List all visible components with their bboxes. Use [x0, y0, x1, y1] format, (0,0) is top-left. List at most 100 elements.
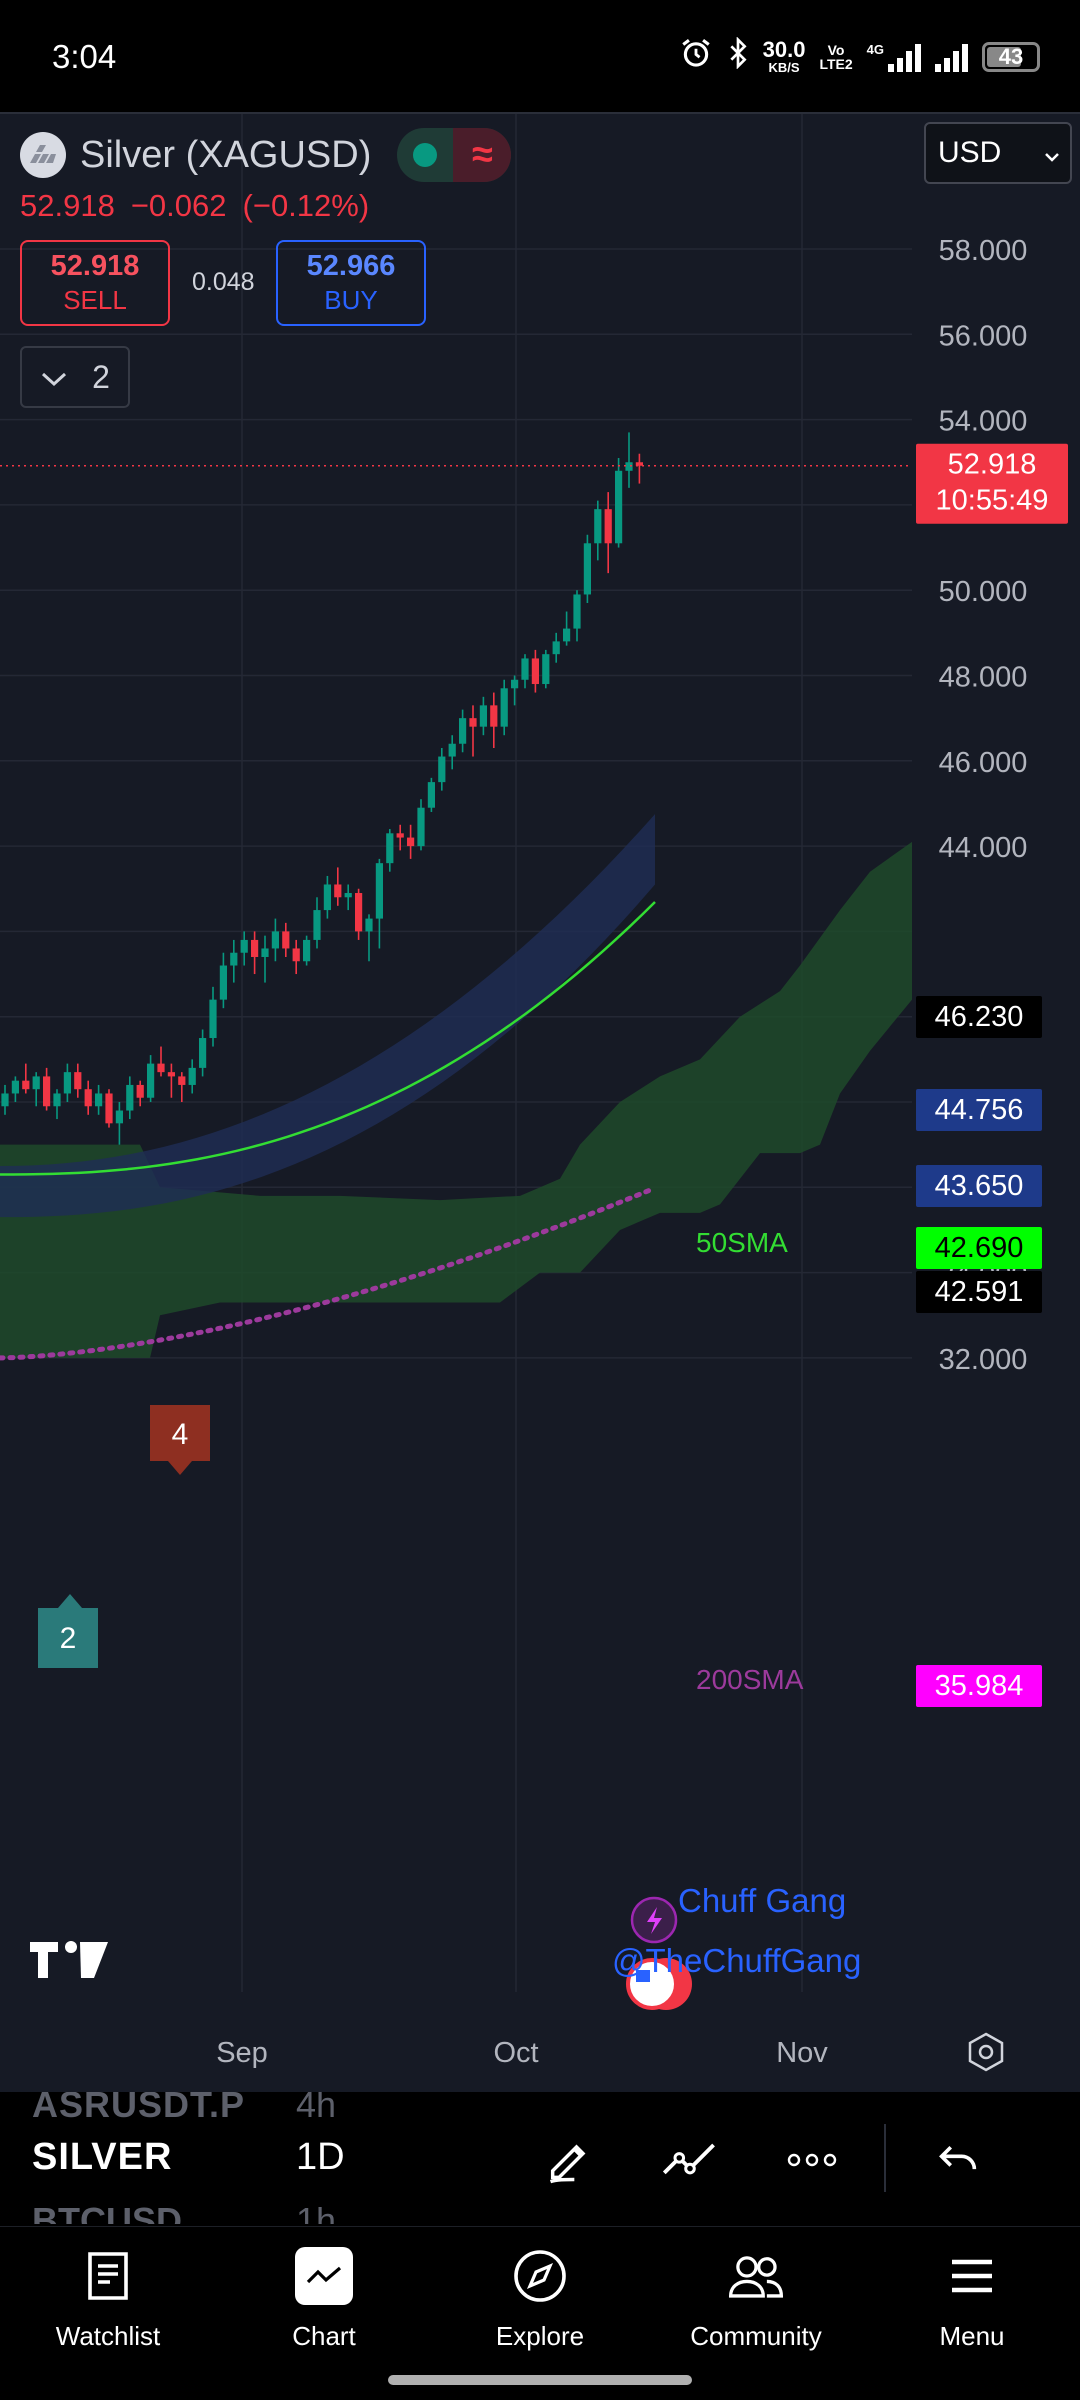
- price-axis-tick: 58.000: [939, 235, 1028, 267]
- sma200-label: 200SMA: [696, 1664, 804, 1695]
- current-symbol[interactable]: SILVER: [32, 2136, 173, 2178]
- candle-body: [563, 628, 571, 642]
- status-icons: 30.0 KB/S Vo LTE2 4G 43: [679, 36, 1040, 77]
- settings-icon: [968, 2032, 1004, 2072]
- network-speed: 30.0 KB/S: [762, 37, 806, 75]
- candle-body: [230, 952, 238, 966]
- candle-body: [490, 705, 498, 727]
- nav-chart[interactable]: Chart: [224, 2247, 424, 2352]
- currency-select[interactable]: USD: [924, 122, 1072, 184]
- divider: [0, 112, 1080, 114]
- candle-body: [261, 948, 269, 957]
- signal-marker-sell-text: 4: [172, 1418, 189, 1451]
- candle-body: [22, 1080, 30, 1090]
- candle-body: [84, 1089, 92, 1107]
- candle-body: [438, 756, 446, 783]
- price-chart[interactable]: 58.00056.00054.00052.00050.00048.00046.0…: [0, 112, 1080, 2092]
- trendline-icon[interactable]: [658, 2128, 722, 2192]
- nav-explore[interactable]: Explore: [440, 2247, 640, 2352]
- candle-body: [344, 893, 352, 898]
- candle-body: [251, 939, 259, 957]
- more-icon[interactable]: [780, 2128, 844, 2192]
- prev-interval[interactable]: 4h: [296, 2092, 337, 2125]
- nav-label: Explore: [495, 2321, 585, 2351]
- indicators-toggle-button[interactable]: 2: [20, 346, 130, 408]
- candle-body: [1, 1093, 9, 1107]
- signal-marker-buy-text: 2: [60, 1622, 77, 1655]
- candle-body: [407, 837, 415, 847]
- chevron-down-icon: [1044, 136, 1060, 170]
- candle-body: [334, 884, 342, 898]
- watchlist-icon: [79, 2247, 137, 2305]
- candle-body: [282, 931, 290, 949]
- candle-body: [303, 939, 311, 962]
- candle-body: [552, 641, 560, 655]
- symbol-toolbar: ASRUSDT.P 4h SILVER 1D BTCUSD 1h: [0, 2092, 1080, 2224]
- candle-body: [355, 893, 363, 932]
- bluetooth-icon: [727, 36, 749, 76]
- candle-body: [11, 1080, 19, 1094]
- candle-body: [136, 1084, 144, 1098]
- market-open-dot: [413, 143, 438, 167]
- candle-body: [313, 910, 321, 940]
- price-summary: 52.918 −0.062 (−0.12%): [20, 188, 385, 224]
- next-interval[interactable]: 1h: [296, 2200, 337, 2224]
- candle-body: [95, 1093, 103, 1107]
- sma50-label: 50SMA: [696, 1227, 788, 1258]
- symbol-header[interactable]: Silver (XAGUSD) ≈: [20, 128, 512, 182]
- candle-body: [604, 509, 612, 544]
- price-label-text: 44.756: [935, 1094, 1024, 1126]
- price-label-text: 43.650: [935, 1170, 1024, 1202]
- candle-body: [375, 863, 383, 919]
- candle-body: [511, 679, 519, 689]
- buy-button[interactable]: 52.966 BUY: [276, 240, 426, 326]
- price-label: [916, 1227, 1042, 1269]
- tradingview-logo-icon: [28, 1938, 110, 1987]
- pencil-icon[interactable]: [538, 2128, 602, 2192]
- chart-icon: [295, 2247, 353, 2305]
- compass-icon: [511, 2247, 569, 2305]
- price-label-text: 42.591: [935, 1276, 1024, 1308]
- price-label-text: 52.918: [948, 449, 1037, 481]
- prev-symbol[interactable]: ASRUSDT.P: [32, 2092, 246, 2125]
- candle-body: [167, 1072, 175, 1077]
- undo-icon[interactable]: [926, 2128, 990, 2192]
- next-symbol[interactable]: BTCUSD: [32, 2200, 182, 2224]
- status-time: 3:04: [52, 38, 117, 75]
- candle-body: [635, 462, 643, 466]
- price-label: [916, 443, 1068, 524]
- nav-menu[interactable]: Menu: [872, 2247, 1072, 2352]
- nav-label: Chart: [292, 2321, 356, 2351]
- sell-button[interactable]: 52.918 SELL: [20, 240, 170, 326]
- buy-price: 52.966: [306, 250, 396, 282]
- candle-body: [531, 658, 539, 685]
- price-label-text: 42.690: [935, 1232, 1024, 1264]
- market-status-pill[interactable]: ≈: [397, 128, 512, 182]
- candle-body: [365, 918, 373, 932]
- nav-community[interactable]: Community: [656, 2247, 856, 2352]
- price-change: −0.062: [130, 188, 227, 223]
- candle-body: [625, 462, 633, 471]
- last-price: 52.918: [20, 188, 115, 223]
- countdown-text: 10:55:49: [936, 485, 1049, 517]
- price-label: [916, 1665, 1042, 1707]
- price-axis-tick: 32.000: [939, 1344, 1028, 1376]
- home-indicator[interactable]: [388, 2375, 692, 2385]
- price-change-pct: (−0.12%): [242, 188, 370, 223]
- status-bar: 3:04 30.0 KB/S Vo LTE2 4G 43: [0, 0, 1080, 112]
- current-interval[interactable]: 1D: [296, 2136, 345, 2178]
- sell-label: SELL: [63, 285, 127, 315]
- symbol-name[interactable]: Silver (XAGUSD): [80, 133, 372, 176]
- nav-watchlist[interactable]: Watchlist: [8, 2247, 208, 2352]
- price-label: [916, 1165, 1042, 1207]
- candle-body: [323, 884, 331, 911]
- candle-body: [615, 470, 623, 544]
- chevron-down-icon: [40, 359, 68, 396]
- price-axis-tick: 54.000: [939, 406, 1028, 438]
- signal-icon: 4G: [867, 42, 921, 72]
- chart-area[interactable]: 58.00056.00054.00052.00050.00048.00046.0…: [0, 112, 1080, 2092]
- author-handle: @TheChuffGang: [612, 1942, 861, 1979]
- nav-label: Menu: [939, 2321, 1005, 2351]
- candle-body: [147, 1063, 155, 1098]
- candle-body: [271, 931, 279, 949]
